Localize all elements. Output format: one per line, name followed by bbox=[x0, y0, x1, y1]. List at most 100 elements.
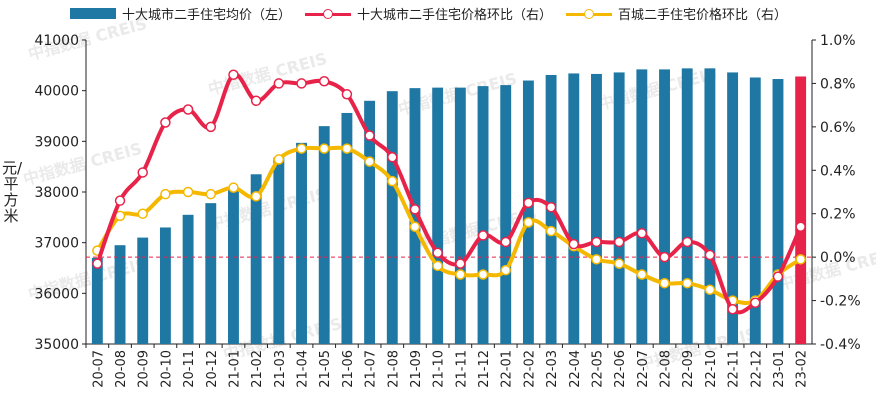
series-point-ten-city-mom bbox=[500, 236, 511, 248]
series-point-hundred-city-mom bbox=[296, 143, 307, 154]
y-right-tick-label: 0.0% bbox=[820, 250, 856, 266]
y-left-tick-label: 41000 bbox=[34, 33, 79, 49]
x-tick-label: 22-06 bbox=[613, 350, 628, 388]
x-tick-label: 21-05 bbox=[318, 350, 333, 388]
series-point-hundred-city-mom bbox=[613, 258, 625, 269]
series-point-hundred-city-mom bbox=[182, 186, 194, 198]
legend-bar-swatch bbox=[70, 8, 116, 19]
x-tick-label: 21-04 bbox=[296, 350, 311, 388]
series-point-ten-city-mom bbox=[160, 117, 171, 128]
y-right-tick-label: 0.2% bbox=[820, 207, 856, 223]
x-tick-label: 22-05 bbox=[590, 350, 605, 388]
bar bbox=[159, 227, 171, 344]
x-tick-label: 23-01 bbox=[772, 350, 787, 388]
y-axis-title: 元/平方米 bbox=[2, 159, 23, 225]
bar bbox=[182, 214, 194, 344]
bar bbox=[91, 257, 103, 344]
x-tick-label: 20-08 bbox=[114, 350, 129, 388]
series-point-hundred-city-mom bbox=[160, 188, 171, 200]
bar bbox=[659, 69, 670, 345]
x-tick-label: 20-07 bbox=[91, 350, 106, 388]
series-point-ten-city-mom bbox=[273, 78, 285, 89]
x-tick-label: 21-07 bbox=[364, 350, 379, 388]
x-tick-label: 20-12 bbox=[205, 350, 220, 388]
y-right-tick-label: 0.8% bbox=[820, 76, 856, 92]
series-point-ten-city-mom bbox=[296, 78, 307, 89]
legend-label-ten-city-mom: 十大城市二手住宅价格环比（右） bbox=[357, 8, 553, 23]
y-right-tick-label: -0.2% bbox=[820, 294, 861, 310]
bar bbox=[522, 80, 534, 345]
x-tick-label: 23-02 bbox=[795, 350, 810, 388]
bar bbox=[772, 79, 784, 344]
series-point-hundred-city-mom bbox=[455, 269, 466, 280]
series-point-hundred-city-mom bbox=[591, 254, 602, 265]
series-point-ten-city-mom bbox=[613, 236, 625, 248]
legend-label-avg-price: 十大城市二手住宅均价（左） bbox=[122, 8, 292, 23]
bar bbox=[681, 68, 693, 344]
y-right-tick-label: 1.0% bbox=[820, 33, 856, 49]
bar bbox=[273, 157, 285, 344]
series-point-hundred-city-mom bbox=[387, 175, 398, 187]
series-point-ten-city-mom bbox=[92, 258, 103, 269]
x-tick-label: 21-03 bbox=[273, 350, 288, 388]
bar bbox=[250, 174, 262, 344]
bar bbox=[137, 237, 149, 344]
series-point-ten-city-mom bbox=[704, 249, 716, 261]
series-point-ten-city-mom bbox=[727, 304, 738, 315]
bar bbox=[454, 87, 466, 345]
bar bbox=[432, 87, 444, 345]
x-tick-label: 21-06 bbox=[341, 350, 356, 388]
bar bbox=[749, 77, 761, 344]
bar bbox=[704, 68, 716, 344]
series-point-ten-city-mom bbox=[636, 228, 648, 239]
series-point-ten-city-mom bbox=[341, 89, 353, 100]
series-point-ten-city-mom bbox=[205, 121, 217, 133]
y-left-tick-label: 39000 bbox=[34, 134, 79, 150]
series-point-ten-city-mom bbox=[432, 247, 443, 259]
series-point-hundred-city-mom bbox=[364, 156, 375, 167]
x-tick-label: 21-10 bbox=[432, 350, 447, 388]
y-left-tick-label: 37000 bbox=[34, 236, 79, 252]
y-left-tick-label: 40000 bbox=[34, 84, 79, 100]
series-point-ten-city-mom bbox=[137, 167, 148, 178]
bar bbox=[727, 72, 739, 344]
series-point-ten-city-mom bbox=[545, 201, 557, 213]
series-point-ten-city-mom bbox=[114, 195, 126, 206]
x-tick-label: 20-11 bbox=[182, 350, 197, 388]
series-point-hundred-city-mom bbox=[795, 254, 806, 265]
series-point-hundred-city-mom bbox=[636, 269, 648, 280]
series-point-hundred-city-mom bbox=[205, 188, 217, 200]
y-right-tick-label: 0.4% bbox=[820, 163, 856, 179]
series-point-hundred-city-mom bbox=[137, 208, 148, 219]
bar bbox=[341, 112, 353, 345]
x-tick-label: 22-08 bbox=[659, 350, 674, 388]
bar bbox=[591, 73, 602, 345]
series-point-hundred-city-mom bbox=[477, 269, 489, 280]
bar bbox=[205, 203, 217, 344]
x-tick-label: 21-08 bbox=[386, 350, 401, 388]
y-right-tick-label: -0.4% bbox=[820, 337, 861, 353]
bar bbox=[636, 69, 648, 345]
series-point-hundred-city-mom bbox=[409, 221, 421, 232]
bar bbox=[477, 86, 489, 345]
series-point-hundred-city-mom bbox=[273, 154, 285, 165]
series-point-hundred-city-mom bbox=[681, 277, 693, 289]
bar bbox=[613, 72, 625, 344]
series-point-hundred-city-mom bbox=[523, 217, 534, 228]
series-point-hundred-city-mom bbox=[250, 191, 262, 202]
legend: 十大城市二手住宅均价（左） 十大城市二手住宅价格环比（右） 百城二手住宅价格环比… bbox=[70, 4, 787, 23]
series-point-ten-city-mom bbox=[409, 204, 421, 215]
bar bbox=[296, 142, 307, 344]
x-tick-label: 20-09 bbox=[137, 350, 152, 388]
series-point-ten-city-mom bbox=[182, 104, 194, 115]
legend-item-avg-price: 十大城市二手住宅均价（左） bbox=[70, 4, 291, 23]
x-tick-label: 22-12 bbox=[749, 350, 764, 388]
x-tick-label: 21-01 bbox=[227, 350, 242, 388]
x-tick-label: 20-10 bbox=[159, 350, 174, 388]
series-point-hundred-city-mom bbox=[704, 284, 716, 295]
series-point-ten-city-mom bbox=[795, 221, 806, 232]
legend-line-swatch-yellow bbox=[566, 8, 613, 20]
series-point-hundred-city-mom bbox=[500, 264, 511, 276]
